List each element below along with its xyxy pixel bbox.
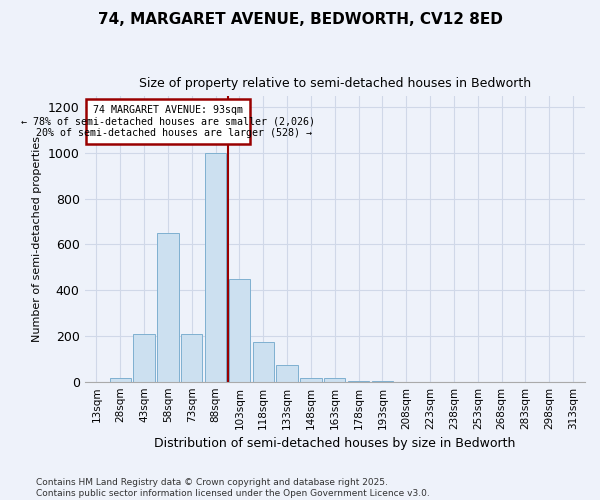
Bar	[110, 378, 131, 382]
Bar	[229, 279, 250, 382]
Bar	[133, 334, 155, 382]
X-axis label: Distribution of semi-detached houses by size in Bedworth: Distribution of semi-detached houses by …	[154, 437, 515, 450]
Y-axis label: Number of semi-detached properties: Number of semi-detached properties	[32, 136, 42, 342]
Bar	[181, 334, 202, 382]
Bar	[348, 380, 370, 382]
Bar	[324, 378, 346, 382]
FancyBboxPatch shape	[86, 100, 250, 144]
Text: Contains HM Land Registry data © Crown copyright and database right 2025.
Contai: Contains HM Land Registry data © Crown c…	[36, 478, 430, 498]
Text: 74 MARGARET AVENUE: 93sqm
← 78% of semi-detached houses are smaller (2,026)
  20: 74 MARGARET AVENUE: 93sqm ← 78% of semi-…	[21, 105, 315, 138]
Text: 74, MARGARET AVENUE, BEDWORTH, CV12 8ED: 74, MARGARET AVENUE, BEDWORTH, CV12 8ED	[98, 12, 502, 28]
Bar	[253, 342, 274, 382]
Bar	[205, 153, 226, 382]
Title: Size of property relative to semi-detached houses in Bedworth: Size of property relative to semi-detach…	[139, 78, 531, 90]
Bar	[157, 233, 179, 382]
Bar	[300, 378, 322, 382]
Bar	[277, 364, 298, 382]
